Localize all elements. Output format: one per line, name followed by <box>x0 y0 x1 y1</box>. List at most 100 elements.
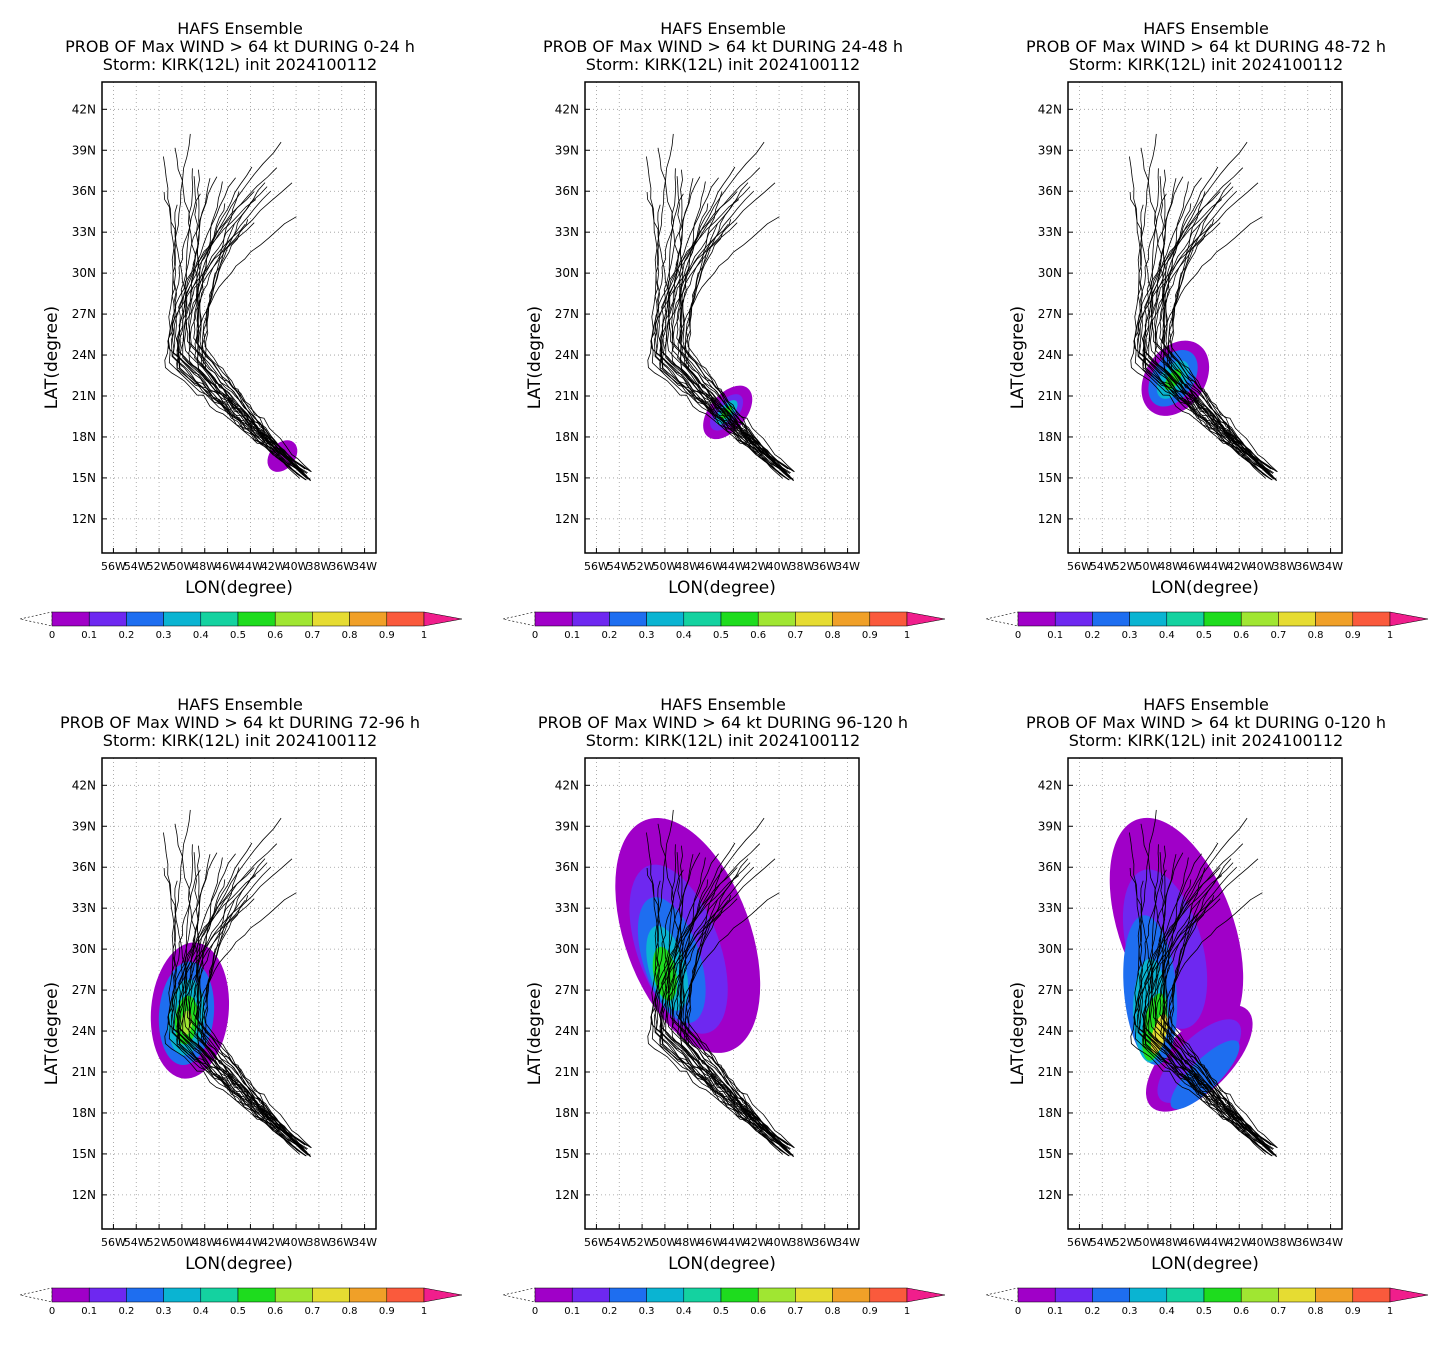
colorbar-swatch <box>869 1287 908 1303</box>
track-line <box>1163 181 1274 477</box>
colorbar-swatch <box>534 611 573 627</box>
lon-tick-label: 46W <box>215 1236 240 1249</box>
panel-title: HAFS Ensemble <box>660 19 786 38</box>
map-plot: 42N39N36N33N30N27N24N21N18N15N12N56W54W5… <box>72 81 377 573</box>
panel-storm: Storm: KIRK(12L) init 2024100112 <box>103 55 377 74</box>
map-plot: 42N39N36N33N30N27N24N21N18N15N12N56W54W5… <box>555 757 860 1249</box>
colorbar-swatch <box>1129 611 1168 627</box>
colorbar-label: 0.6 <box>1233 1306 1249 1317</box>
lon-tick-label: 50W <box>169 560 194 573</box>
panel-storm: Storm: KIRK(12L) init 2024100112 <box>586 731 860 750</box>
track-line <box>1167 895 1278 1149</box>
colorbar-swatch <box>720 611 759 627</box>
y-axis-label: LAT(degree) <box>1008 306 1028 409</box>
colorbar-swatch <box>1315 611 1354 627</box>
colorbar-under-arrow <box>19 1287 53 1303</box>
lat-tick-label: 12N <box>72 1188 96 1202</box>
track-line <box>684 899 786 1150</box>
track-line <box>1167 219 1278 473</box>
track-line <box>1163 857 1274 1153</box>
panel-title: HAFS Ensemble <box>177 19 303 38</box>
lat-tick-label: 39N <box>72 143 96 157</box>
lon-tick-label: 42W <box>261 1236 286 1249</box>
lat-tick-label: 36N <box>555 184 579 198</box>
colorbar-swatch <box>1315 1287 1354 1303</box>
colorbar-label: 0.2 <box>1084 1306 1100 1317</box>
lon-tick-label: 38W <box>789 560 814 573</box>
colorbar-label: 0.6 <box>267 630 283 641</box>
map-plot: 42N39N36N33N30N27N24N21N18N15N12N56W54W5… <box>555 81 860 573</box>
x-axis-label: LON(degree) <box>668 578 776 598</box>
lon-tick-label: 54W <box>124 560 149 573</box>
lat-tick-label: 30N <box>1038 266 1062 280</box>
lon-tick-label: 52W <box>1113 1236 1138 1249</box>
track-line <box>170 193 307 481</box>
colorbar-label: 0.3 <box>639 1306 655 1317</box>
track-line <box>201 895 312 1149</box>
colorbar-swatch <box>88 1287 127 1303</box>
colorbar-swatch <box>1054 1287 1093 1303</box>
colorbar-label: 0.6 <box>750 1306 766 1317</box>
colorbar-label: 1 <box>421 1306 427 1317</box>
lon-tick-label: 46W <box>215 560 240 573</box>
lat-tick-label: 15N <box>72 1147 96 1161</box>
lat-tick-label: 15N <box>1038 1147 1062 1161</box>
track-line <box>680 857 791 1153</box>
lat-tick-label: 12N <box>1038 1188 1062 1202</box>
plot-frame <box>584 757 860 1230</box>
lat-tick-label: 30N <box>1038 942 1062 956</box>
track-line <box>1136 869 1273 1157</box>
colorbar-swatch <box>163 611 202 627</box>
colorbar-swatch <box>1240 1287 1279 1303</box>
track-line <box>653 869 790 1157</box>
track-line <box>1161 203 1276 480</box>
colorbar-swatch <box>51 1287 90 1303</box>
colorbar-swatch <box>386 611 425 627</box>
x-axis-label: LON(degree) <box>1151 578 1259 598</box>
lat-tick-label: 21N <box>1038 389 1062 403</box>
colorbar-label: 0.7 <box>1270 630 1286 641</box>
lon-tick-label: 56W <box>1067 1236 1092 1249</box>
lat-tick-label: 24N <box>1038 1024 1062 1038</box>
lat-tick-label: 39N <box>1038 143 1062 157</box>
y-axis-label: LAT(degree) <box>42 306 62 409</box>
lon-tick-label: 38W <box>1272 560 1297 573</box>
colorbar-label: 0.7 <box>304 630 320 641</box>
track-line <box>677 216 794 482</box>
lon-tick-label: 52W <box>147 560 172 573</box>
lat-tick-label: 18N <box>1038 430 1062 444</box>
colorbar-swatch <box>386 1287 425 1303</box>
lat-tick-label: 24N <box>1038 348 1062 362</box>
lat-tick-label: 39N <box>72 819 96 833</box>
lon-tick-label: 40W <box>767 1236 792 1249</box>
lat-tick-label: 33N <box>1038 901 1062 915</box>
colorbar-label: 0.4 <box>193 630 209 641</box>
plot-background <box>1068 82 1342 553</box>
colorbar-swatch <box>571 611 610 627</box>
colorbar-under-arrow <box>985 611 1019 627</box>
colorbar-swatch <box>1129 1287 1168 1303</box>
colorbar-swatch <box>312 1287 350 1303</box>
lon-tick-label: 36W <box>329 560 354 573</box>
panel-subtitle: PROB OF Max WIND > 64 kt DURING 48-72 h <box>1026 37 1386 56</box>
colorbar-label: 1 <box>1387 1306 1393 1317</box>
colorbar: 0 0.1 0.2 0.3 0.4 0.5 0.6 0.7 0.8 0.9 1 <box>985 611 1429 641</box>
lat-tick-label: 36N <box>72 184 96 198</box>
lat-tick-label: 33N <box>72 225 96 239</box>
colorbar-label: 0.6 <box>750 630 766 641</box>
colorbar-swatch <box>757 1287 796 1303</box>
lon-tick-label: 46W <box>1181 1236 1206 1249</box>
colorbar-swatch <box>1278 1287 1316 1303</box>
colorbar-label: 0.2 <box>601 1306 617 1317</box>
lon-tick-label: 50W <box>169 1236 194 1249</box>
lon-tick-label: 52W <box>630 560 655 573</box>
colorbar-label: 0.1 <box>1047 1306 1063 1317</box>
lat-tick-label: 24N <box>72 1024 96 1038</box>
track-line <box>1167 899 1269 1150</box>
lon-tick-label: 34W <box>835 560 860 573</box>
track-line <box>164 898 305 1150</box>
colorbar-label: 0.6 <box>267 1306 283 1317</box>
lon-tick-label: 38W <box>1272 1236 1297 1249</box>
colorbar: 0 0.1 0.2 0.3 0.4 0.5 0.6 0.7 0.8 0.9 1 <box>19 611 463 641</box>
